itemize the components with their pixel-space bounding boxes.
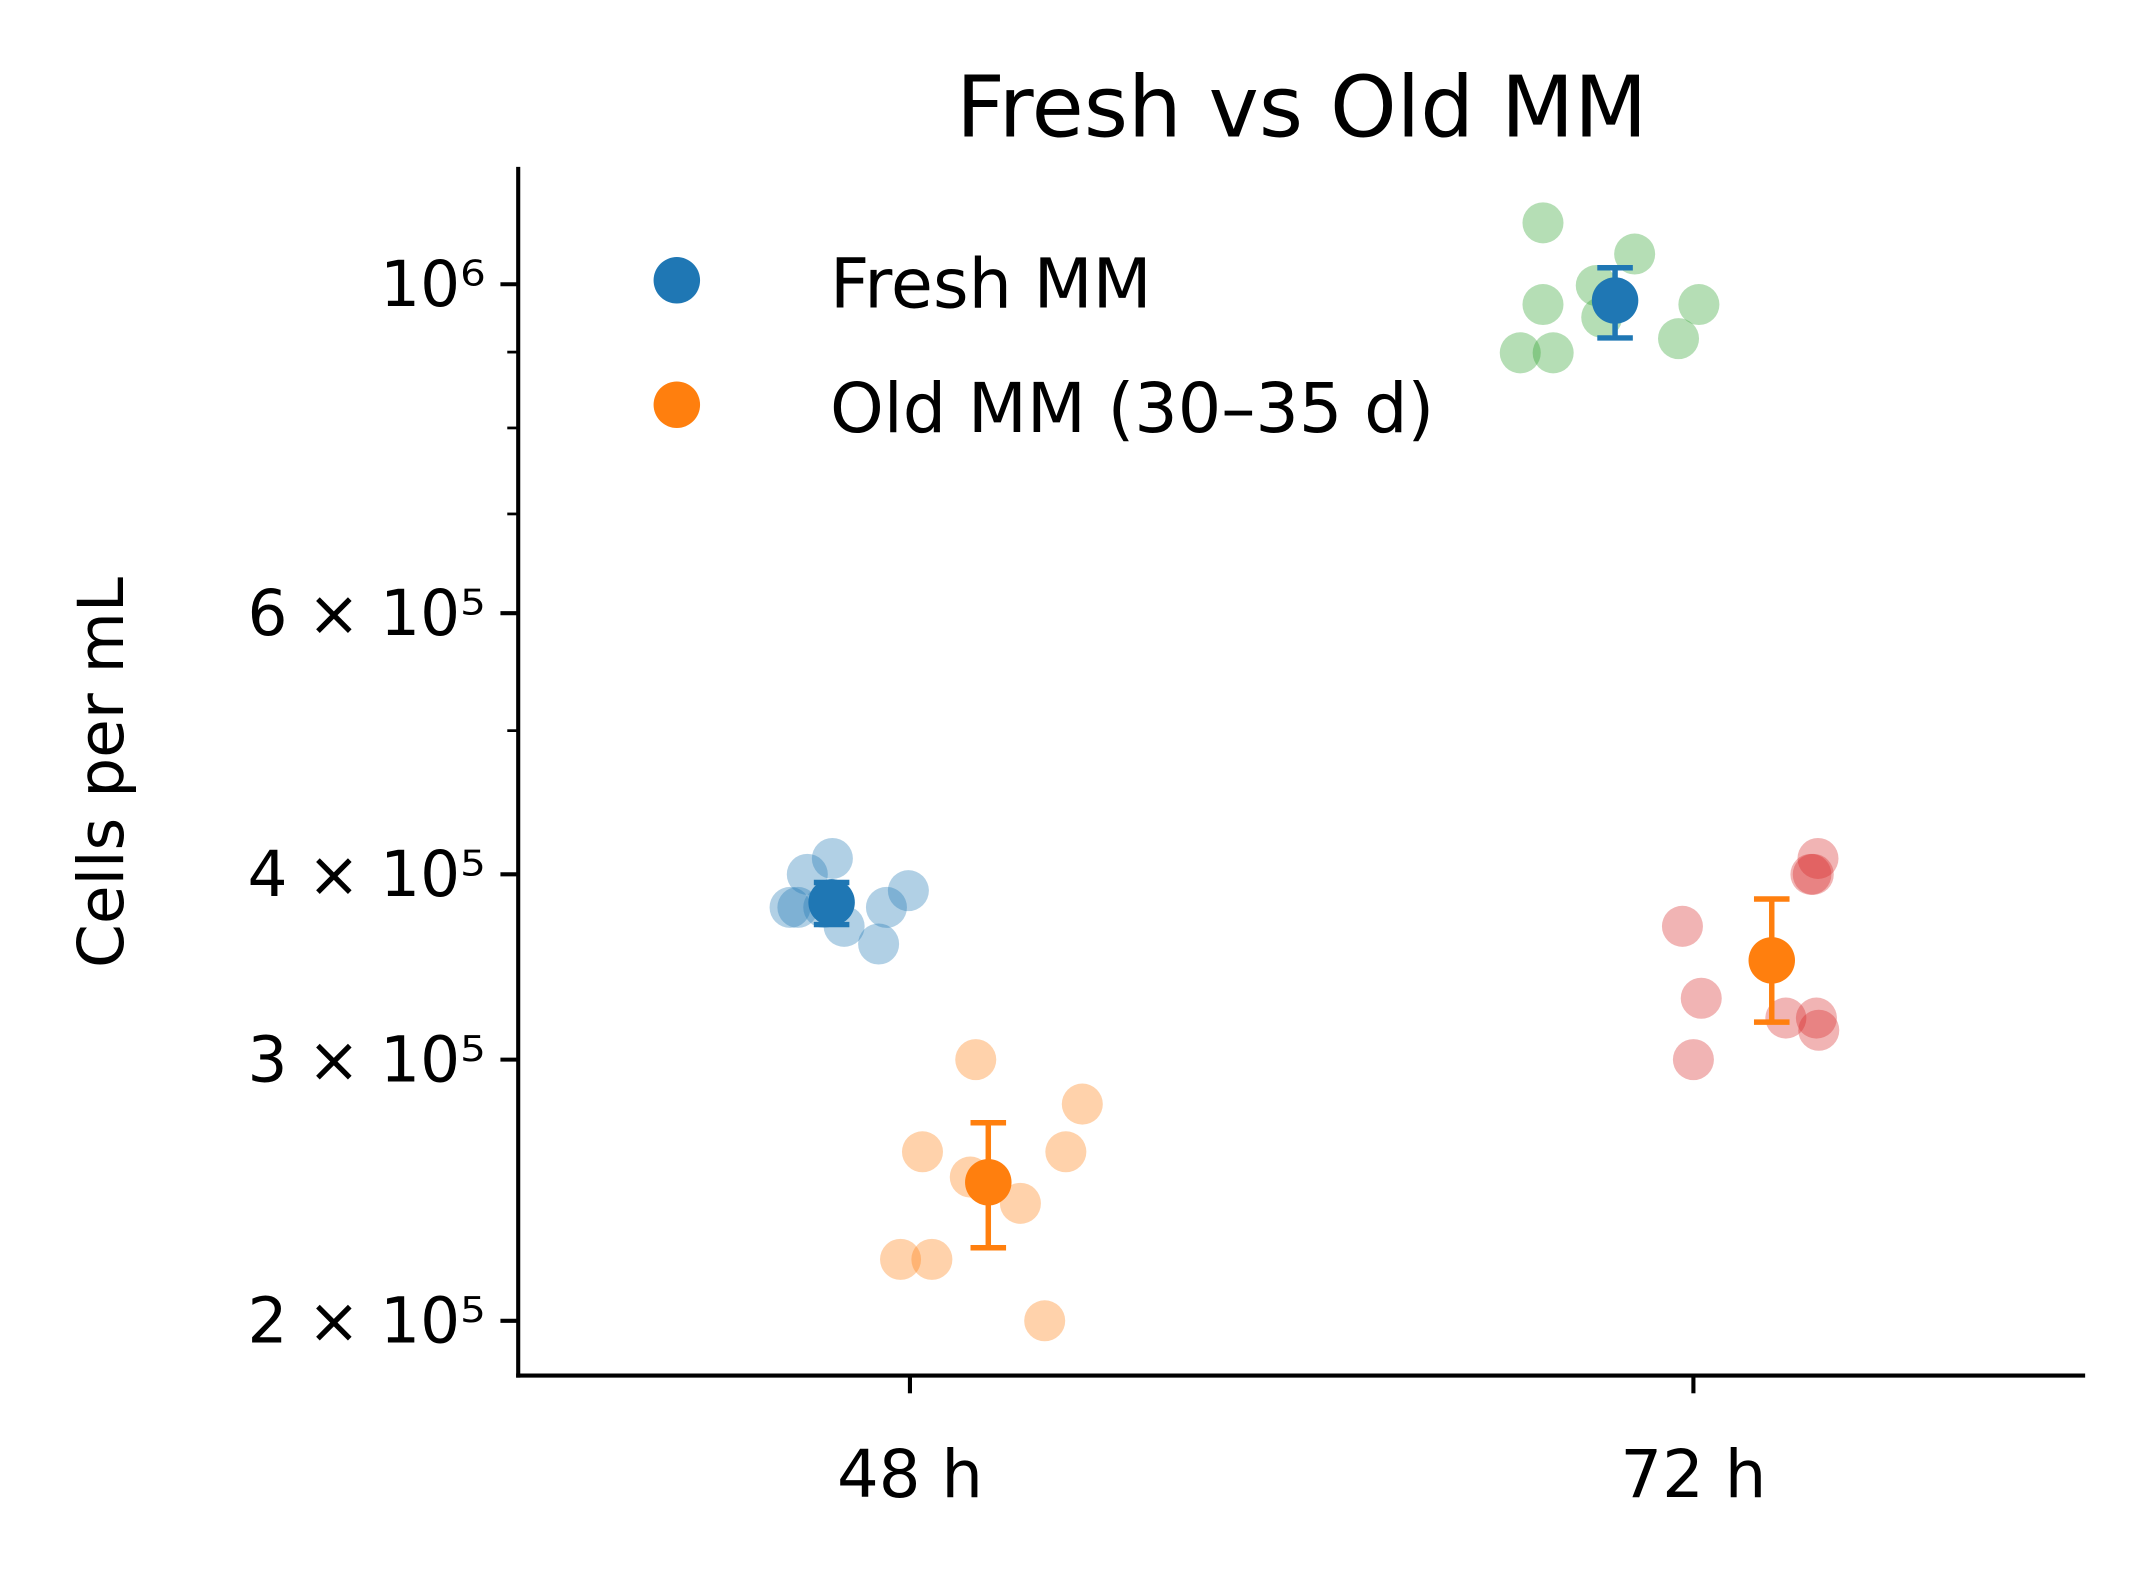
y-tick-label: 10⁶ <box>380 248 485 321</box>
data-point <box>1797 837 1839 879</box>
mean-marker <box>1591 277 1639 324</box>
data-point <box>1522 202 1564 244</box>
data-point <box>1790 853 1832 895</box>
data-point <box>1672 1039 1714 1081</box>
legend: Fresh MM Old MM (30–35 d) <box>653 246 1434 449</box>
x-tick-label: 48 h <box>837 1437 983 1513</box>
legend-marker-old <box>653 381 701 428</box>
data-point <box>769 886 811 928</box>
legend-label-old: Old MM (30–35 d) <box>830 370 1434 449</box>
legend-item-fresh: Fresh MM <box>653 246 1152 325</box>
data-point <box>1061 1083 1103 1125</box>
data-point <box>1024 1300 1066 1342</box>
x-tick-label: 72 h <box>1620 1437 1766 1513</box>
y-tick-label: 2 × 10⁵ <box>248 1285 486 1358</box>
mean-marker <box>1748 937 1796 984</box>
data-point <box>1680 977 1722 1019</box>
data-point <box>1532 332 1574 374</box>
data-point <box>1765 997 1807 1039</box>
y-axis-ticks: 2 × 10⁵ 3 × 10⁵ 4 × 10⁵ 6 × 10⁵ 10⁶ <box>248 248 519 1358</box>
data-point <box>999 1182 1041 1224</box>
legend-label-fresh: Fresh MM <box>830 246 1152 325</box>
x-axis-ticks: 48 h 72 h <box>837 1375 1766 1513</box>
data-point <box>901 1131 943 1173</box>
data-point <box>1658 318 1700 360</box>
data-point <box>911 1238 953 1280</box>
data-point <box>1798 1009 1840 1051</box>
data-point <box>1045 1131 1087 1173</box>
data-point <box>1499 332 1541 374</box>
legend-item-old: Old MM (30–35 d) <box>653 370 1434 449</box>
data-point <box>865 886 907 928</box>
legend-marker-fresh <box>653 257 701 304</box>
data-point <box>887 870 929 912</box>
y-tick-label: 6 × 10⁵ <box>248 577 486 650</box>
data-point <box>1678 284 1720 326</box>
mean-markers <box>808 264 1796 1251</box>
y-tick-label: 3 × 10⁵ <box>248 1024 486 1097</box>
data-point <box>858 923 900 965</box>
y-axis-label: Cells per mL <box>65 577 138 968</box>
data-point <box>811 837 853 879</box>
mean-marker <box>965 1158 1012 1206</box>
data-point <box>1614 233 1656 275</box>
data-point <box>1795 997 1837 1039</box>
mean-marker <box>808 879 855 926</box>
data-point <box>955 1039 997 1081</box>
y-tick-label: 4 × 10⁵ <box>248 838 486 911</box>
data-point <box>880 1238 922 1280</box>
data-point <box>1792 853 1834 895</box>
data-point <box>1522 284 1564 326</box>
data-points <box>769 202 1840 1342</box>
data-point <box>777 886 819 928</box>
data-point <box>1661 905 1703 947</box>
chart-title: Fresh vs Old MM <box>956 58 1647 157</box>
